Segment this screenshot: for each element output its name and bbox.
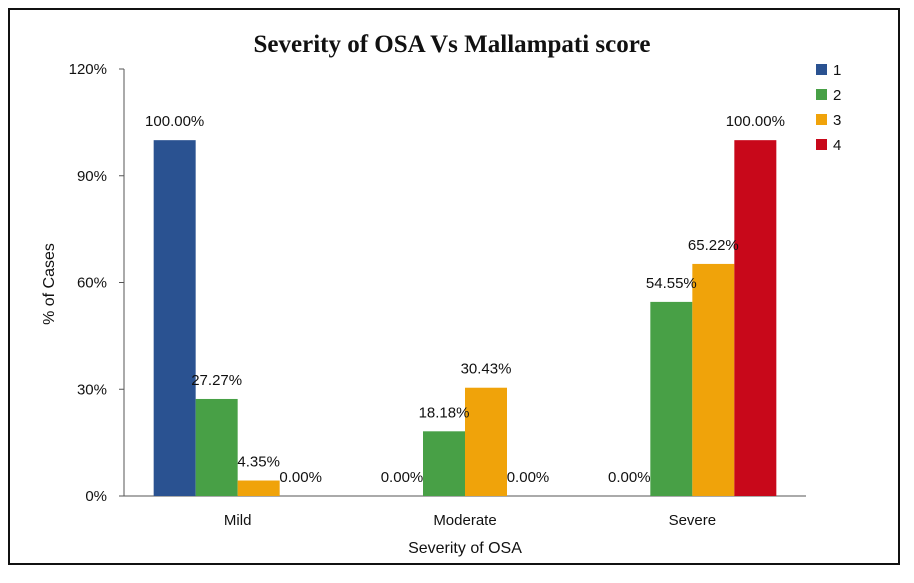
legend-swatch <box>816 114 827 125</box>
bar <box>423 431 465 496</box>
y-tick-label: 60% <box>77 275 107 292</box>
x-tick-label: Mild <box>224 512 252 529</box>
bar <box>650 301 693 496</box>
x-tick-label: Moderate <box>433 512 496 529</box>
legend-swatch <box>816 64 827 75</box>
chart-title: Severity of OSA Vs Mallampati score <box>254 31 651 58</box>
data-label: 4.35% <box>237 454 280 471</box>
legend-swatch <box>816 89 827 100</box>
data-label: 0.00% <box>381 469 424 486</box>
bar <box>465 387 507 496</box>
x-axis: Mild Moderate Severe <box>124 495 806 529</box>
x-axis-title: Severity of OSA <box>408 540 522 557</box>
bar <box>692 263 735 496</box>
data-label: 30.43% <box>461 361 512 378</box>
legend-label: 3 <box>833 112 841 129</box>
bar <box>153 140 196 496</box>
data-label: 18.18% <box>419 404 470 421</box>
bar <box>734 140 777 496</box>
legend-label: 1 <box>833 62 841 79</box>
data-label: 0.00% <box>507 469 550 486</box>
data-label: 54.55% <box>646 275 697 292</box>
legend-swatch <box>816 139 827 150</box>
legend-label: 2 <box>833 87 841 104</box>
legend-label: 4 <box>833 137 841 154</box>
legend: 1 2 3 4 <box>816 62 841 154</box>
data-label: 0.00% <box>608 469 651 486</box>
data-label: 100.00% <box>726 113 785 130</box>
y-tick-label: 90% <box>77 168 107 185</box>
data-label: 0.00% <box>279 469 322 486</box>
bars-group <box>153 140 777 496</box>
y-tick-label: 0% <box>85 488 107 505</box>
y-axis-title: % of Cases <box>41 243 58 325</box>
bar <box>195 398 238 496</box>
y-tick-label: 120% <box>69 61 107 78</box>
data-labels-group: 100.00%27.27%4.35%0.00% 0.00%18.18%30.43%… <box>145 113 785 486</box>
y-tick-label: 30% <box>77 381 107 398</box>
data-label: 100.00% <box>145 113 204 130</box>
y-axis: 0% 30% 60% 90% 120% <box>69 61 125 505</box>
x-tick-label: Severe <box>669 512 717 529</box>
bar <box>237 480 280 496</box>
data-label: 65.22% <box>688 237 739 254</box>
data-label: 27.27% <box>191 372 242 389</box>
